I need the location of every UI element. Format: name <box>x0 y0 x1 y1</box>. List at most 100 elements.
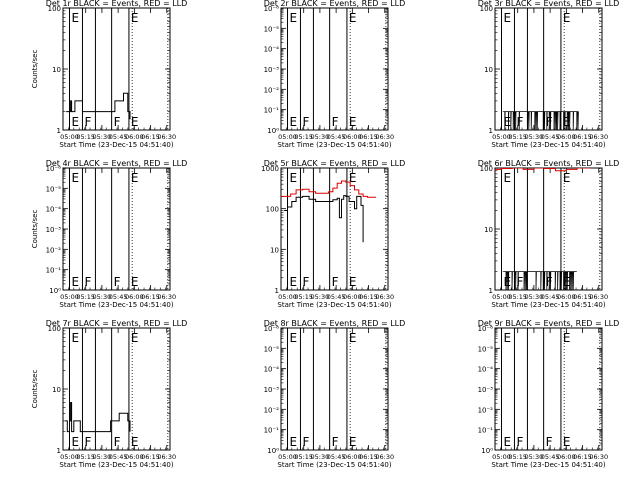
marker-letter: E <box>503 115 511 129</box>
x-tick-label: 05:30 <box>93 293 112 301</box>
panel-6: Det 6r BLACK = Events, RED = LLD 1 10 100 05… <box>478 159 620 309</box>
x-tick-label: 05:00 <box>278 133 297 141</box>
x-tick-label: 05:15 <box>294 453 313 461</box>
panel-1: Det 1r BLACK = Events, RED = LLD 1 10 100 Co… <box>31 0 187 149</box>
panel-title: Det 8r BLACK = Events, RED = LLD <box>264 319 406 328</box>
marker-letter: E <box>71 275 79 289</box>
marker-letter: E <box>289 115 297 129</box>
y-axis-label: Counts/sec <box>31 370 39 409</box>
x-tick-label: 05:00 <box>492 293 511 301</box>
x-tick-label: 05:30 <box>311 293 330 301</box>
marker-letter: E <box>349 275 357 289</box>
marker-letter: F <box>516 115 523 129</box>
x-axis-label: Start Time (23-Dec-15 04:51:40) <box>59 461 173 469</box>
y-tick-label: 100 <box>48 5 61 13</box>
x-tick-label: 06:30 <box>375 133 394 141</box>
marker-letter: E <box>563 171 571 185</box>
x-tick-label: 05:00 <box>278 453 297 461</box>
x-tick-label: 05:15 <box>76 293 95 301</box>
marker-letter: E <box>289 275 297 289</box>
x-tick-label: 05:00 <box>278 293 297 301</box>
panel-3: Det 3r BLACK = Events, RED = LLD 1 10 100 05… <box>478 0 620 149</box>
y-tick-label: 10⁻⁵ <box>264 25 280 33</box>
y-tick-label: 1 <box>57 127 61 135</box>
panel-title: Det 7r BLACK = Events, RED = LLD <box>46 319 188 328</box>
event-rate-series <box>66 92 131 120</box>
panel-title: Det 9r BLACK = Events, RED = LLD <box>478 319 620 328</box>
y-tick-label: 10⁻⁴ <box>478 366 494 374</box>
series-group <box>495 168 591 290</box>
x-axis-label: Start Time (23-Dec-15 04:51:40) <box>59 141 173 149</box>
x-tick-label: 06:30 <box>589 293 608 301</box>
marker-letter: F <box>332 435 339 449</box>
x-tick-label: 06:00 <box>343 293 362 301</box>
y-tick-label: 10⁻⁴ <box>264 366 280 374</box>
event-rate-series <box>502 111 579 130</box>
y-tick-label: 10⁻⁶ <box>478 325 494 333</box>
marker-letter: F <box>332 275 339 289</box>
y-tick-label: 10⁻⁶ <box>264 325 280 333</box>
series-group <box>65 402 131 433</box>
marker-letter: F <box>302 115 309 129</box>
x-tick-label: 06:00 <box>557 293 576 301</box>
event-rate-series <box>502 271 577 290</box>
marker-letter: E <box>289 331 297 345</box>
marker-letter: E <box>563 115 571 129</box>
series-group <box>66 92 131 120</box>
panel-title: Det 1r BLACK = Events, RED = LLD <box>46 0 188 8</box>
marker-letter: E <box>503 435 511 449</box>
lld-rate-series <box>495 168 591 172</box>
y-tick-label: 100 <box>480 165 493 173</box>
x-tick-label: 06:30 <box>589 133 608 141</box>
x-axis-label: Start Time (23-Dec-15 04:51:40) <box>277 461 391 469</box>
y-axis-label: Counts/sec <box>31 50 39 89</box>
x-tick-label: 05:15 <box>294 293 313 301</box>
y-tick-label: 10⁻³ <box>264 66 280 74</box>
y-tick-label: 100 <box>480 5 493 13</box>
marker-letter: E <box>71 331 79 345</box>
panel-5: Det 5r BLACK = Events, RED = LLD 1 10 100 10… <box>261 159 405 309</box>
x-tick-label: 05:45 <box>327 293 346 301</box>
y-tick-label: 10⁻⁵ <box>478 345 494 353</box>
x-tick-label: 06:15 <box>359 453 378 461</box>
y-tick-label: 10⁻¹ <box>264 427 280 435</box>
marker-letter: E <box>131 275 139 289</box>
marker-letter: E <box>349 11 357 25</box>
panel-title: Det 5r BLACK = Events, RED = LLD <box>264 159 406 168</box>
y-tick-label: 10⁰ <box>267 447 279 455</box>
y-tick-label: 10⁻³ <box>478 386 494 394</box>
x-tick-label: 06:15 <box>573 293 592 301</box>
y-tick-label: 10⁻² <box>264 406 280 414</box>
series-group <box>502 111 579 130</box>
x-tick-label: 06:00 <box>557 133 576 141</box>
marker-letter: E <box>563 11 571 25</box>
y-tick-label: 10⁻⁴ <box>264 46 280 54</box>
x-tick-label: 05:45 <box>109 293 128 301</box>
y-tick-label: 10⁻⁴ <box>46 206 62 214</box>
marker-letter: E <box>131 11 139 25</box>
marker-letter: E <box>349 331 357 345</box>
event-rate-series <box>284 195 364 243</box>
y-tick-label: 1 <box>489 127 493 135</box>
x-tick-label: 06:15 <box>359 133 378 141</box>
x-axis-label: Start Time (23-Dec-15 04:51:40) <box>491 301 605 309</box>
marker-letter: F <box>516 435 523 449</box>
x-tick-label: 06:00 <box>125 293 144 301</box>
panel-8: Det 8r BLACK = Events, RED = LLD 10⁰ 10⁻¹ 1… <box>264 319 406 469</box>
x-tick-label: 05:15 <box>76 133 95 141</box>
x-tick-label: 05:45 <box>541 293 560 301</box>
y-tick-label: 10 <box>484 226 493 234</box>
marker-letter: E <box>131 331 139 345</box>
plot-frame <box>494 327 603 451</box>
panel-9: Det 9r BLACK = Events, RED = LLD 10⁰ 10⁻¹ 1… <box>478 319 620 469</box>
marker-letter: F <box>114 115 121 129</box>
x-tick-label: 05:45 <box>109 133 128 141</box>
event-rate-series <box>65 402 131 433</box>
x-tick-label: 05:15 <box>294 133 313 141</box>
x-axis-label: Start Time (23-Dec-15 04:51:40) <box>277 141 391 149</box>
y-tick-label: 10⁻² <box>478 406 494 414</box>
x-tick-label: 05:30 <box>525 133 544 141</box>
y-tick-label: 10⁻⁵ <box>264 345 280 353</box>
marker-letter: E <box>503 331 511 345</box>
marker-letter: F <box>114 275 121 289</box>
